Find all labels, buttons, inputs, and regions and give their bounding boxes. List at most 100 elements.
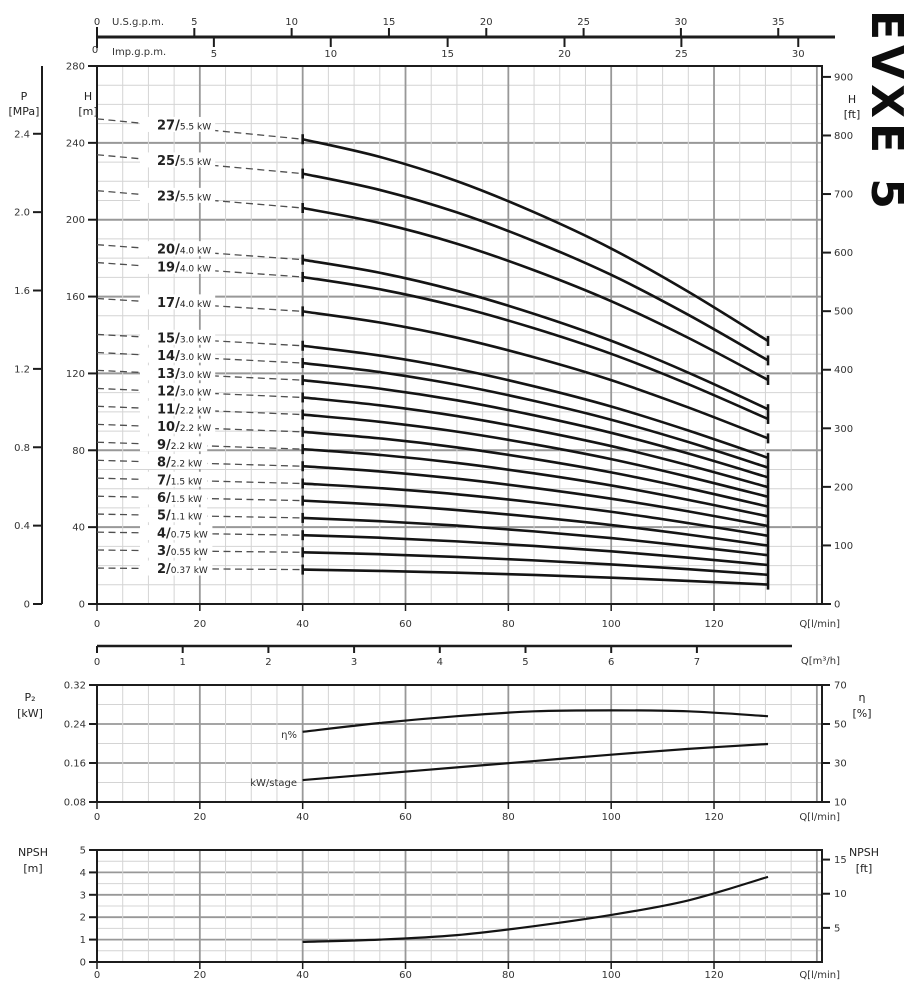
- pump-curve-3: 3/0.55 kW: [96, 542, 770, 580]
- x-tick-label: 0: [94, 619, 100, 630]
- m3h-tick-label: 6: [608, 657, 614, 668]
- pump-curve-label-mask: [140, 418, 216, 434]
- x-tick-label: 20: [193, 812, 206, 823]
- pump-curve-label: 19/4.0 kW: [157, 260, 211, 275]
- h-tick-label: 240: [66, 138, 85, 149]
- npsh-q-axis-title: Q[l/min]: [799, 970, 840, 981]
- impgpm-tick-label: 5: [211, 49, 217, 60]
- pow-grid: [97, 685, 822, 802]
- pump-curve-label: 7/1.5 kW: [157, 473, 202, 488]
- x-tick-label: 40: [296, 812, 309, 823]
- m3h-tick-label: 4: [437, 657, 443, 668]
- pump-curve-label-mask: [140, 187, 216, 203]
- pump-curve-label: 3/0.55 kW: [157, 544, 208, 559]
- pump-curve-label: 27/5.5 kW: [157, 118, 211, 133]
- usgpm-tick-label: 15: [383, 17, 396, 28]
- eta-tick-label: 10: [834, 798, 847, 809]
- p2-tick-label: 0.08: [64, 798, 86, 809]
- m3h-tick-label: 3: [351, 657, 357, 668]
- pump-curve-solid: [302, 516, 769, 557]
- pump-curve-label: 17/4.0 kW: [157, 296, 211, 311]
- p2-axis-unit: [kW]: [17, 707, 43, 720]
- m3h-tick-label: 5: [522, 657, 528, 668]
- m3h-tick-label: 7: [694, 657, 700, 668]
- npsh-ft-axis-unit: [ft]: [856, 862, 873, 875]
- p-tick-label: 1.6: [14, 286, 30, 297]
- p-tick-label: 0: [24, 600, 30, 611]
- npsh-curve: [302, 875, 769, 943]
- pump-curve-solid: [302, 310, 769, 440]
- pump-curve-label-mask: [140, 329, 216, 345]
- pump-curve-19: 19/4.0 kW: [96, 258, 770, 424]
- pump-curve-label-mask: [140, 116, 216, 132]
- pump-curve-label-mask: [140, 560, 213, 576]
- pump-curve-9: 9/2.2 kW: [96, 436, 770, 522]
- pump-curve-label: 25/5.5 kW: [157, 154, 211, 169]
- usgpm-tick-label: 30: [675, 17, 688, 28]
- usgpm-tick-label: 5: [191, 17, 197, 28]
- ft-tick-label: 300: [834, 424, 853, 435]
- pump-curve-label-mask: [140, 507, 208, 523]
- impgpm-tick-label: 10: [324, 49, 337, 60]
- pump-curve-label-mask: [140, 436, 208, 452]
- power-efficiency-chart: 0.08 0.16 0.24 0.32 10 30 50 70 P₂ [kW] η [%] 0 20 40 6…: [17, 681, 871, 824]
- eta-axis-unit: [%]: [852, 707, 871, 720]
- p-axis-title: P: [21, 90, 28, 103]
- pow-q-axis-title: Q[l/min]: [799, 812, 840, 823]
- pump-curve-20: 20/4.0 kW: [96, 241, 770, 415]
- ft-tick-label: 600: [834, 248, 853, 259]
- npsh-m-tick-label: 0: [80, 958, 86, 969]
- usgpm-tick-label: 35: [772, 17, 785, 28]
- ft-tick-label: 200: [834, 482, 853, 493]
- x-tick-label: 80: [502, 970, 515, 981]
- h-axis-unit: [m]: [78, 105, 97, 118]
- p2-axis-title: P₂: [24, 691, 35, 704]
- pump-curve-label-mask: [140, 542, 213, 558]
- pump-curve-solid: [302, 361, 769, 469]
- pump-curve-label: 14/3.0 kW: [157, 349, 211, 364]
- usgpm-tick-label: 25: [577, 17, 590, 28]
- npsh-m-tick-label: 1: [80, 935, 86, 946]
- pump-curve-label: 4/0.75 kW: [157, 527, 208, 542]
- pump-curve-solid: [302, 551, 769, 577]
- npsh-m-tick-label: 5: [80, 846, 86, 857]
- main-grid: [97, 66, 822, 604]
- p-tick-label: 1.2: [14, 364, 30, 375]
- pump-curve-11: 11/2.2 kW: [96, 400, 770, 502]
- pump-curve-label-mask: [140, 471, 208, 487]
- pump-curve-solid: [302, 533, 769, 567]
- ft-tick-label: 800: [834, 131, 853, 142]
- pump-curve-label: 9/2.2 kW: [157, 438, 202, 453]
- x-tick-label: 120: [704, 970, 723, 981]
- ft-tick-label: 500: [834, 307, 853, 318]
- pump-curve-10: 10/2.2 kW: [96, 418, 770, 512]
- ft-axis-unit: [ft]: [844, 108, 861, 121]
- pump-curve-solid: [302, 206, 769, 382]
- x-tick-label: 0: [94, 812, 100, 823]
- pump-curve-label-mask: [140, 241, 216, 257]
- p2-tick-label: 0.32: [64, 681, 86, 692]
- h-tick-label: 80: [72, 446, 85, 457]
- pump-curve-solid: [302, 275, 769, 421]
- pump-curve-solid: [302, 568, 769, 586]
- pump-curve-2: 2/0.37 kW: [96, 560, 770, 590]
- pump-curve-15: 15/3.0 kW: [96, 329, 770, 463]
- ft-tick-label: 900: [834, 72, 853, 83]
- p2-tick-label: 0.16: [64, 759, 86, 770]
- x-tick-label: 60: [399, 812, 412, 823]
- pump-curve-label: 5/1.1 kW: [157, 509, 202, 524]
- p2-tick-label: 0.24: [64, 720, 86, 731]
- m3h-tick-label: 2: [265, 657, 271, 668]
- series-label-eta: η%: [281, 730, 297, 741]
- pump-curve-solid: [302, 137, 769, 343]
- pump-curve-solid: [302, 430, 769, 508]
- pump-curve-13: 13/3.0 kW: [96, 365, 770, 483]
- pump-curve-solid: [302, 258, 769, 411]
- pump-curve-label: 8/2.2 kW: [157, 456, 202, 471]
- h-tick-label: 160: [66, 292, 85, 303]
- pump-curves: 27/5.5 kW 25/5.5 kW 23/5.5 kW 20/4.0 kW 19/4…: [96, 116, 770, 590]
- pump-curve-25: 25/5.5 kW: [96, 152, 770, 366]
- pump-curve-17: 17/4.0 kW: [96, 294, 770, 444]
